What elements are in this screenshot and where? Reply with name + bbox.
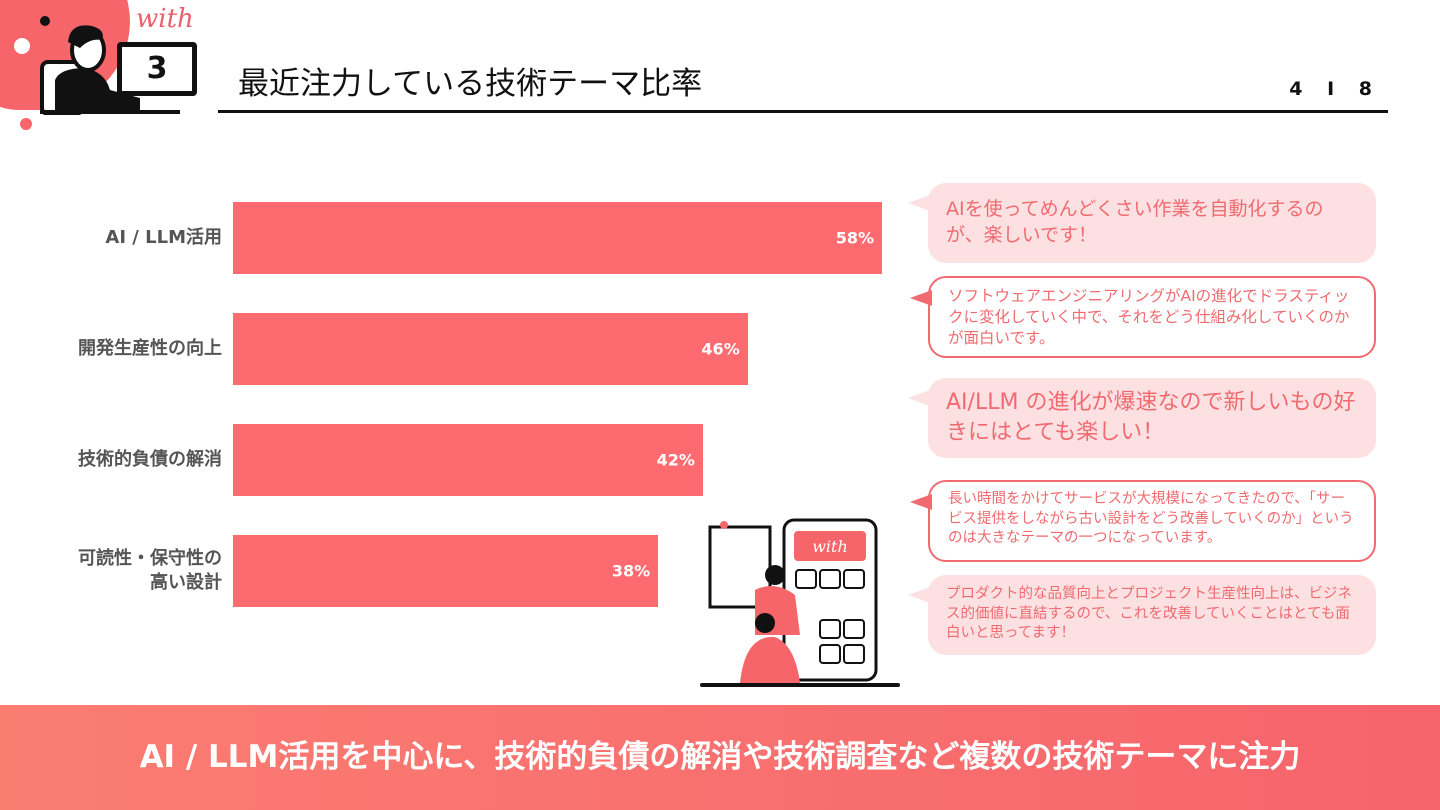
page-title: 最近注力している技術テーマ比率 bbox=[238, 66, 703, 102]
category-label: 開発生産性の向上 bbox=[78, 337, 222, 361]
bar-value-label: 46% bbox=[701, 339, 740, 359]
category-label-line: 高い設計 bbox=[150, 572, 222, 593]
category-label-line: AI / LLM活用 bbox=[105, 227, 222, 248]
with-logo: with bbox=[136, 4, 194, 34]
category-label: 可読性・保守性の高い設計 bbox=[78, 547, 222, 595]
comment-bubble: AIを使ってめんどくさい作業を自動化するのが、楽しいです！ bbox=[908, 183, 1376, 263]
category-label: AI / LLM活用 bbox=[105, 226, 222, 250]
page-indicator: 4 I 8 bbox=[1289, 78, 1374, 100]
decorative-dot bbox=[14, 38, 30, 54]
comment-bubble: 長い時間をかけてサービスが大規模になってきたので、「サービス提供をしながら古い設… bbox=[910, 480, 1376, 562]
bar-value-label: 58% bbox=[835, 228, 874, 248]
decorative-dot bbox=[20, 118, 32, 130]
decorative-dot bbox=[40, 16, 50, 26]
category-label-line: 可読性・保守性の bbox=[78, 548, 222, 569]
page-separator: I bbox=[1327, 78, 1337, 100]
comment-bubble: ソフトウェアエンジニアリングがAIの進化でドラスティックに変化していく中で、それ… bbox=[910, 276, 1376, 358]
summary-banner: AI / LLM活用を中心に、技術的負債の解消や技術調査など複数の技術テーマに注… bbox=[0, 705, 1440, 810]
illustration-logo: with bbox=[812, 537, 848, 556]
bar-value-label: 42% bbox=[656, 450, 695, 470]
category-label-line: 開発生産性の向上 bbox=[78, 338, 222, 359]
title-divider bbox=[218, 110, 1388, 113]
bar-3: 38% bbox=[233, 535, 659, 607]
page-number: 4 bbox=[1289, 78, 1305, 100]
category-label-line: 技術的負債の解消 bbox=[78, 449, 222, 470]
bar-0: 58% bbox=[233, 202, 882, 274]
comment-bubble: AI/LLM の進化が爆速なので新しいもの好きにはとても楽しい！ bbox=[908, 378, 1376, 458]
section-number: 3 bbox=[117, 42, 197, 96]
bar-value-label: 38% bbox=[611, 561, 651, 581]
category-label: 技術的負債の解消 bbox=[78, 448, 222, 472]
bar-1: 46% bbox=[233, 313, 748, 385]
person-at-computer-icon bbox=[40, 25, 180, 115]
people-with-tablet-illustration: with bbox=[700, 518, 900, 687]
comment-bubble: プロダクト的な品質向上とプロジェクト生産性向上は、ビジネス的価値に直結するので、… bbox=[908, 575, 1376, 655]
bar-2: 42% bbox=[233, 424, 703, 496]
page-total: 8 bbox=[1358, 78, 1374, 100]
